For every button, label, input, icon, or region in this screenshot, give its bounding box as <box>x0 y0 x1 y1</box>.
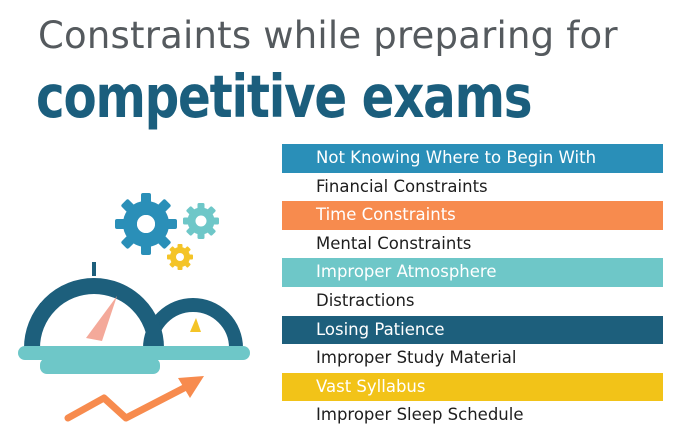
constraint-item: Time Constraints <box>282 201 663 230</box>
constraint-item: Financial Constraints <box>316 176 488 196</box>
gear-icon <box>115 193 177 255</box>
constraint-item: Mental Constraints <box>316 233 472 253</box>
constraint-item: Losing Patience <box>282 315 663 345</box>
trend-arrow-icon <box>64 376 204 422</box>
gear-icon <box>183 203 219 239</box>
constraint-item: Improper Sleep Schedule <box>316 405 524 425</box>
title-line-1: Constraints while preparing for <box>38 14 618 57</box>
constraint-item: Not Knowing Where to Begin With <box>282 144 663 173</box>
constraint-list: Not Knowing Where to Begin With Financial… <box>282 144 663 430</box>
title-line-2: competitive exams <box>36 62 533 131</box>
constraint-item: Vast Syllabus <box>282 372 663 402</box>
constraint-item: Distractions <box>316 290 415 310</box>
constraint-item: Improper Study Material <box>316 348 517 368</box>
constraint-item: Improper Atmosphere <box>282 258 663 287</box>
gauge-icon <box>18 262 250 374</box>
gear-icon <box>167 244 193 270</box>
